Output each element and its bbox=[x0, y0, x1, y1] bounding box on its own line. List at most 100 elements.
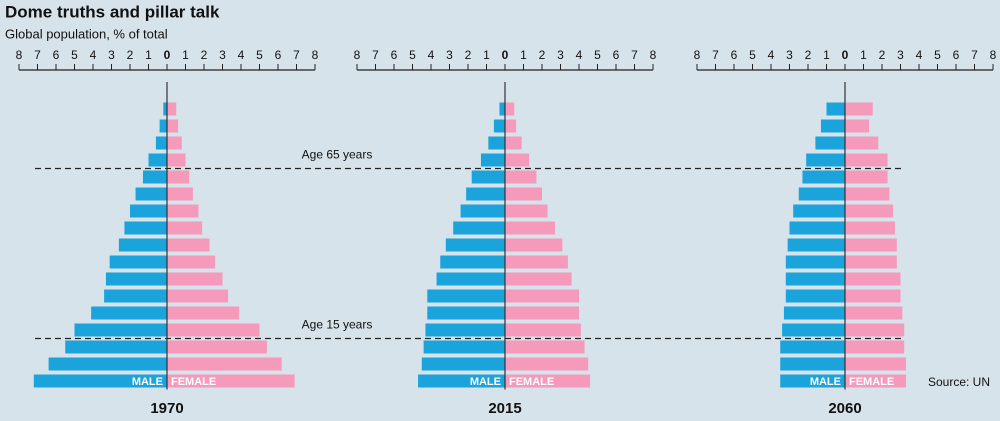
x-tick-label: 1 bbox=[483, 48, 490, 62]
bar bbox=[787, 238, 845, 252]
x-tick-label: 5 bbox=[71, 48, 78, 62]
bar bbox=[845, 136, 879, 150]
panel-title: 1970 bbox=[150, 400, 183, 417]
bar bbox=[167, 272, 223, 286]
bar bbox=[780, 357, 845, 371]
x-tick-label: 1 bbox=[823, 48, 830, 62]
bar bbox=[167, 119, 179, 133]
bar bbox=[845, 187, 890, 201]
bar bbox=[845, 221, 895, 235]
bar bbox=[505, 255, 568, 269]
x-tick-label: 7 bbox=[971, 48, 978, 62]
x-tick-label: 1 bbox=[182, 48, 189, 62]
x-tick-label: 7 bbox=[712, 48, 719, 62]
bar bbox=[488, 136, 505, 150]
x-tick-label: 5 bbox=[594, 48, 601, 62]
x-tick-label: 3 bbox=[897, 48, 904, 62]
bar bbox=[845, 255, 897, 269]
legend-label: FEMALE bbox=[849, 376, 894, 388]
bar bbox=[453, 221, 505, 235]
x-tick-label: 4 bbox=[916, 48, 923, 62]
x-tick-label: 4 bbox=[768, 48, 775, 62]
bar bbox=[505, 374, 591, 388]
bar bbox=[780, 374, 845, 388]
bar bbox=[845, 238, 897, 252]
bar bbox=[167, 340, 267, 354]
x-tick-label: 4 bbox=[90, 48, 97, 62]
chart-title: Dome truths and pillar talk bbox=[5, 2, 220, 21]
annotation: Age 65 years bbox=[302, 148, 373, 162]
bar bbox=[505, 323, 581, 337]
x-tick-label: 5 bbox=[256, 48, 263, 62]
legend-label: FEMALE bbox=[171, 376, 216, 388]
bar bbox=[845, 323, 905, 337]
bar bbox=[167, 306, 240, 320]
x-tick-label: 7 bbox=[34, 48, 41, 62]
bar bbox=[427, 306, 505, 320]
bar bbox=[418, 374, 505, 388]
annotation: Age 15 years bbox=[302, 318, 373, 332]
chart-subtitle: Global population, % of total bbox=[5, 26, 168, 41]
x-tick-label: 2 bbox=[805, 48, 812, 62]
bar bbox=[440, 255, 505, 269]
bar bbox=[845, 357, 907, 371]
x-tick-label: 1 bbox=[520, 48, 527, 62]
bar bbox=[148, 153, 167, 167]
x-tick-label: 6 bbox=[731, 48, 738, 62]
bar bbox=[109, 255, 167, 269]
x-tick-label: 8 bbox=[354, 48, 361, 62]
bar bbox=[802, 170, 845, 184]
bar bbox=[845, 119, 870, 133]
legend-label: FEMALE bbox=[509, 376, 554, 388]
x-tick-label: 8 bbox=[990, 48, 997, 62]
bar bbox=[845, 102, 873, 116]
x-tick-label: 1 bbox=[145, 48, 152, 62]
legend-label: MALE bbox=[810, 376, 841, 388]
bar bbox=[793, 204, 845, 218]
x-tick-label: 6 bbox=[953, 48, 960, 62]
bar bbox=[845, 306, 903, 320]
bar bbox=[167, 136, 182, 150]
bar bbox=[806, 153, 845, 167]
bar bbox=[167, 170, 190, 184]
bar bbox=[845, 289, 901, 303]
bar bbox=[460, 204, 505, 218]
bar bbox=[167, 374, 295, 388]
bar bbox=[466, 187, 505, 201]
bar bbox=[505, 204, 548, 218]
bar bbox=[845, 153, 888, 167]
bar bbox=[505, 340, 585, 354]
x-tick-label: 8 bbox=[16, 48, 23, 62]
x-tick-label: 2 bbox=[201, 48, 208, 62]
x-tick-label: 4 bbox=[428, 48, 435, 62]
legend-label: MALE bbox=[470, 376, 501, 388]
bar bbox=[167, 221, 203, 235]
bar bbox=[142, 170, 167, 184]
x-tick-label: 3 bbox=[219, 48, 226, 62]
bar bbox=[167, 238, 210, 252]
bar bbox=[167, 323, 260, 337]
x-tick-label: 5 bbox=[409, 48, 416, 62]
bar bbox=[427, 289, 505, 303]
bar bbox=[780, 340, 845, 354]
x-tick-label: 3 bbox=[446, 48, 453, 62]
x-tick-label: 2 bbox=[465, 48, 472, 62]
bar bbox=[845, 170, 888, 184]
x-tick-label: 3 bbox=[786, 48, 793, 62]
bar bbox=[167, 102, 177, 116]
bar bbox=[505, 153, 530, 167]
bar bbox=[167, 153, 186, 167]
bar bbox=[480, 153, 505, 167]
bar bbox=[783, 306, 845, 320]
bar bbox=[845, 204, 894, 218]
bar bbox=[163, 102, 167, 116]
bar bbox=[167, 357, 282, 371]
bar bbox=[65, 340, 167, 354]
bar bbox=[105, 272, 167, 286]
panel-title: 2060 bbox=[828, 400, 861, 417]
source: Source: UN bbox=[928, 375, 990, 389]
x-tick-label: 3 bbox=[557, 48, 564, 62]
bar bbox=[845, 272, 901, 286]
bar bbox=[505, 306, 579, 320]
